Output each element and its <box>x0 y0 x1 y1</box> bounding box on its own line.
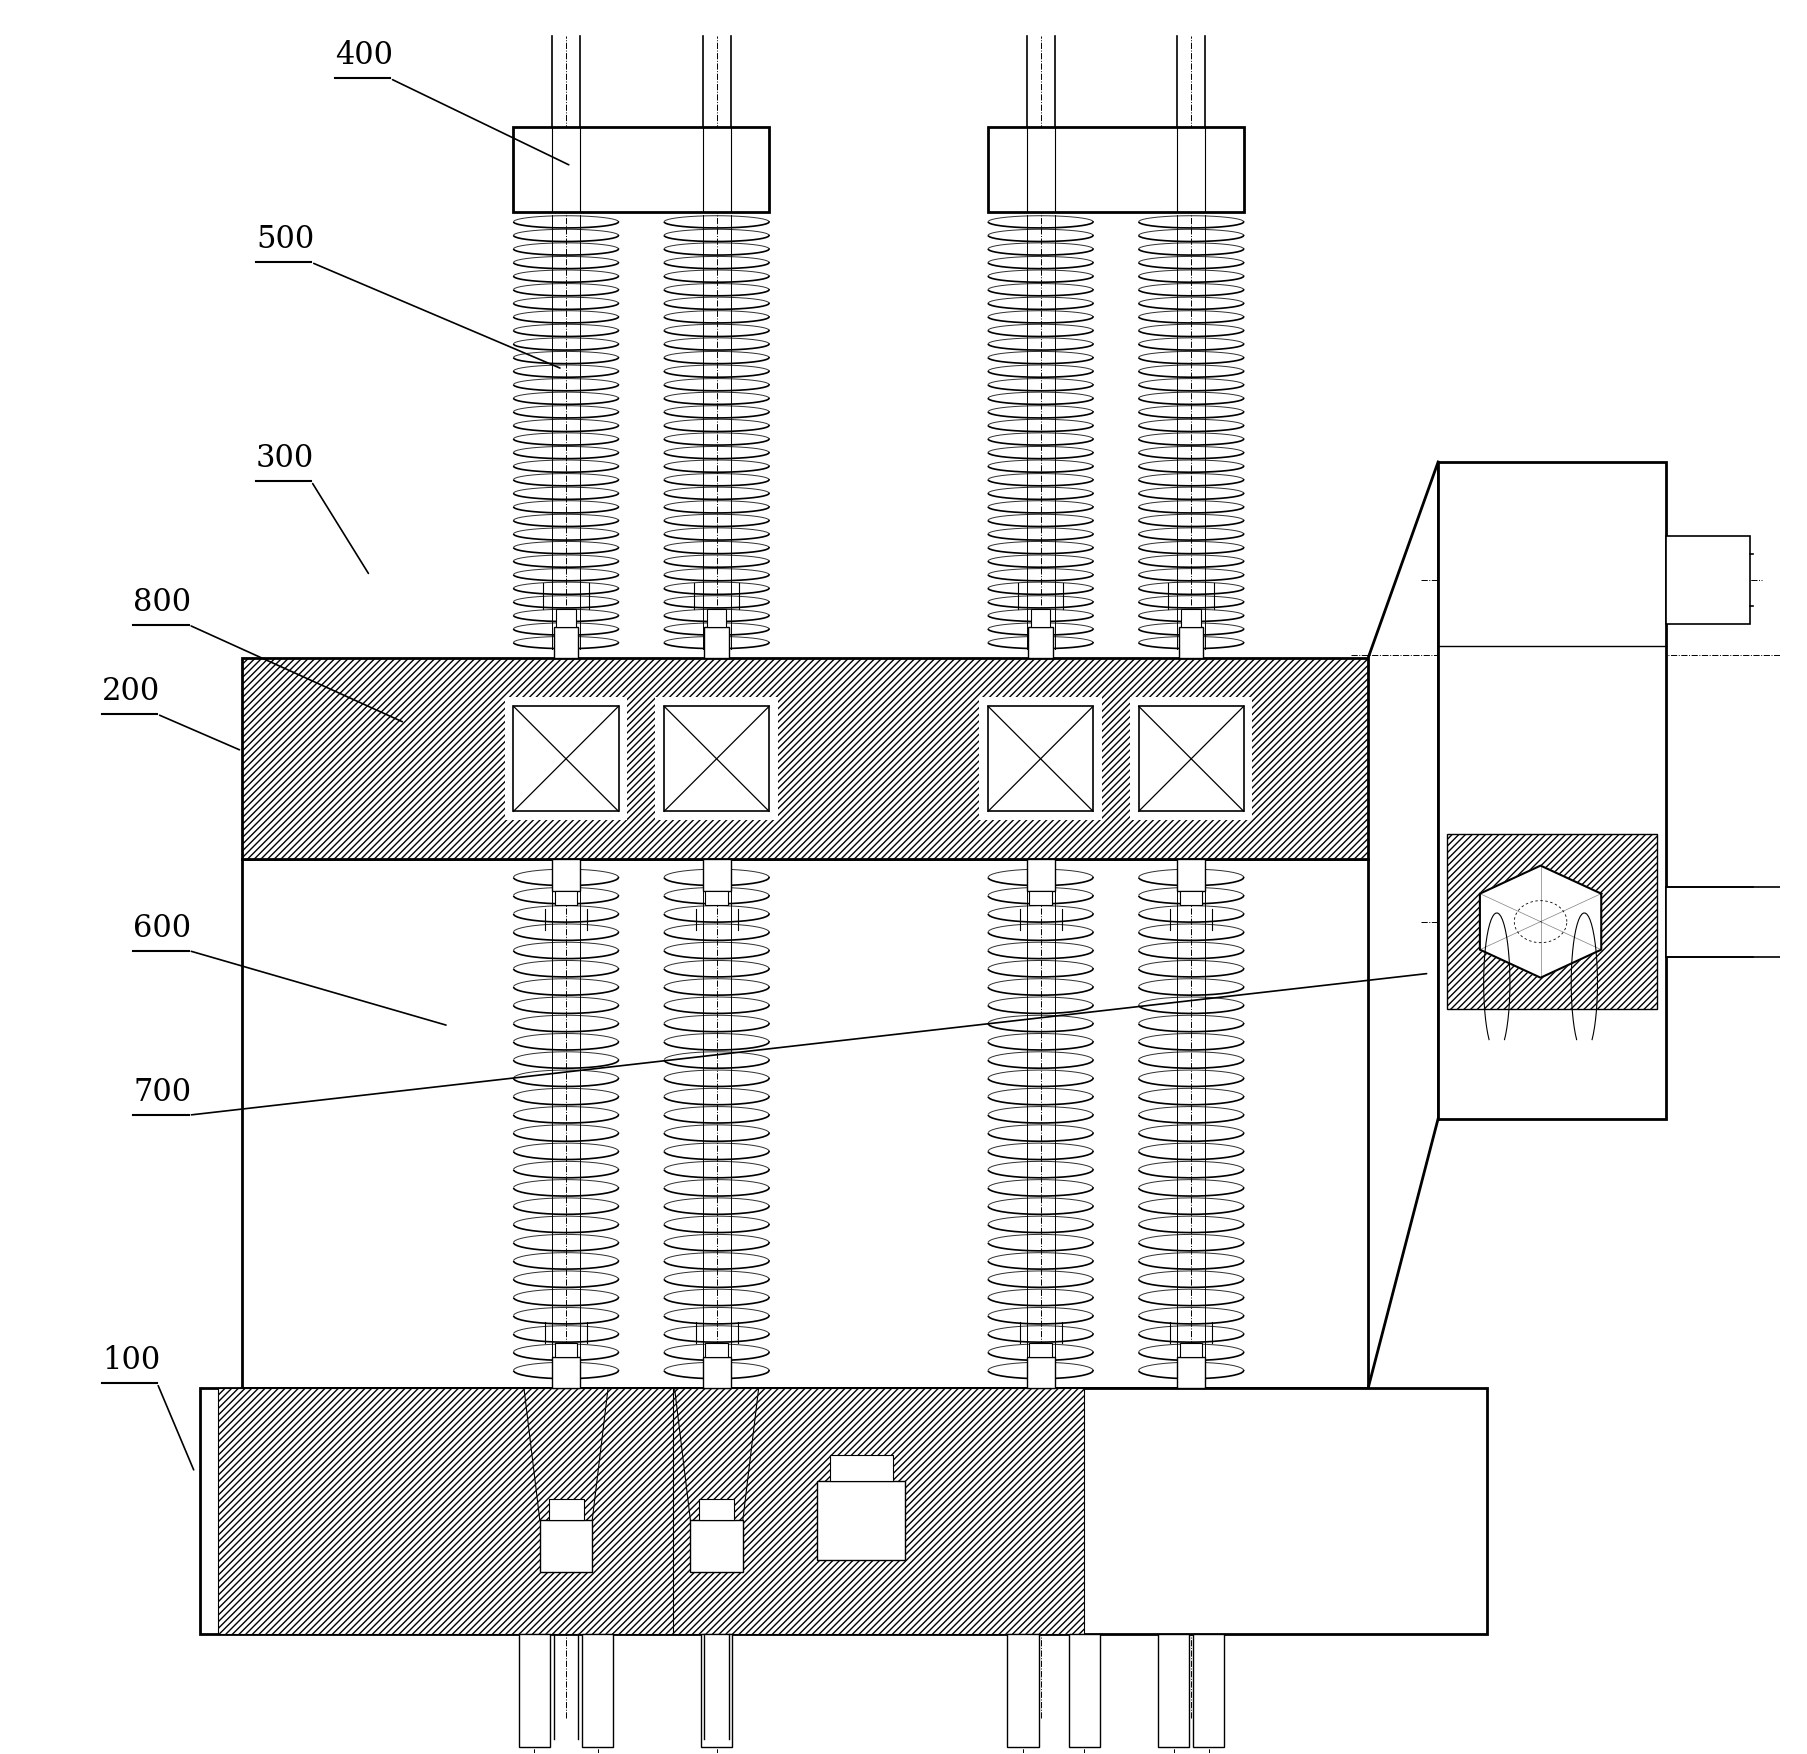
Bar <box>1129 698 1252 821</box>
Bar <box>555 891 576 905</box>
Bar <box>829 1454 893 1480</box>
Bar <box>242 658 1368 859</box>
Bar <box>701 1633 732 1747</box>
Bar <box>1180 1344 1202 1358</box>
Bar <box>705 626 728 658</box>
Bar <box>1178 626 1203 658</box>
Bar <box>1026 859 1053 891</box>
Bar <box>1028 1344 1052 1358</box>
Bar <box>557 609 575 626</box>
Bar <box>217 1389 761 1633</box>
Bar <box>690 1519 743 1572</box>
Bar <box>540 1519 593 1572</box>
Bar <box>707 609 726 626</box>
Text: 600: 600 <box>134 912 192 944</box>
Bar <box>553 626 578 658</box>
Bar <box>705 891 728 905</box>
Bar <box>987 707 1093 812</box>
Bar <box>979 698 1100 821</box>
Bar <box>1068 1633 1099 1747</box>
Bar <box>551 859 580 891</box>
Polygon shape <box>1480 866 1601 977</box>
Bar <box>513 128 768 212</box>
Bar <box>1030 609 1050 626</box>
Text: 500: 500 <box>257 225 314 256</box>
Bar <box>504 698 627 821</box>
Text: 400: 400 <box>334 40 392 72</box>
Bar <box>551 1358 580 1389</box>
Bar <box>817 1480 904 1559</box>
Bar <box>672 1389 1084 1633</box>
Bar <box>1180 891 1202 905</box>
Bar <box>1193 1633 1223 1747</box>
Bar <box>201 1389 1487 1633</box>
Bar <box>1006 1633 1039 1747</box>
Bar <box>519 1633 549 1747</box>
Bar <box>1437 461 1664 1119</box>
Bar <box>987 128 1243 212</box>
Bar <box>1664 537 1749 624</box>
Bar <box>548 1498 584 1519</box>
Bar <box>1156 1633 1189 1747</box>
Bar <box>703 859 730 891</box>
Bar <box>1028 626 1052 658</box>
Bar <box>1664 886 1805 956</box>
Bar <box>582 1633 613 1747</box>
Bar <box>654 698 777 821</box>
Bar <box>1446 835 1655 1009</box>
Bar <box>705 1344 728 1358</box>
Text: 300: 300 <box>257 444 314 474</box>
Bar <box>699 1498 734 1519</box>
Text: 800: 800 <box>134 588 192 617</box>
Bar <box>1026 1358 1053 1389</box>
Text: 200: 200 <box>101 675 161 707</box>
Text: 700: 700 <box>134 1077 192 1109</box>
Bar <box>703 1358 730 1389</box>
Bar <box>663 707 768 812</box>
Bar <box>1176 859 1205 891</box>
Text: 100: 100 <box>101 1345 161 1377</box>
Bar <box>1028 891 1052 905</box>
Bar <box>1176 1358 1205 1389</box>
Bar <box>1180 609 1200 626</box>
Bar <box>555 1344 576 1358</box>
Bar <box>1138 707 1243 812</box>
Bar <box>513 707 618 812</box>
